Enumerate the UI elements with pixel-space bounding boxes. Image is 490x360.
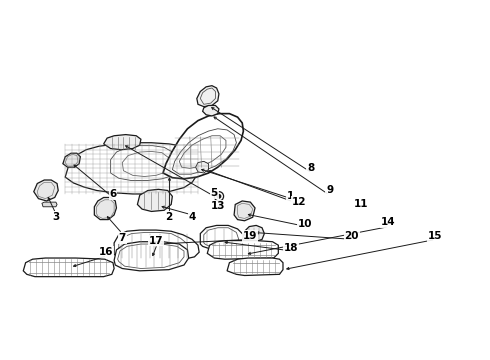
Text: 16: 16 bbox=[98, 247, 113, 257]
Text: 14: 14 bbox=[380, 217, 395, 227]
Text: 12: 12 bbox=[292, 197, 307, 207]
Text: 5: 5 bbox=[211, 188, 218, 198]
Text: 7: 7 bbox=[119, 233, 126, 243]
Text: 4: 4 bbox=[189, 212, 196, 222]
Text: 20: 20 bbox=[344, 231, 359, 241]
Polygon shape bbox=[24, 258, 114, 276]
Polygon shape bbox=[197, 86, 219, 107]
Polygon shape bbox=[200, 225, 244, 250]
Text: 8: 8 bbox=[307, 163, 315, 174]
Polygon shape bbox=[227, 258, 283, 275]
Polygon shape bbox=[196, 161, 208, 173]
Polygon shape bbox=[137, 189, 172, 211]
Polygon shape bbox=[65, 143, 198, 194]
Text: 15: 15 bbox=[428, 231, 443, 241]
Polygon shape bbox=[163, 114, 244, 179]
Text: 1: 1 bbox=[287, 191, 294, 201]
Polygon shape bbox=[207, 240, 278, 259]
Text: 6: 6 bbox=[109, 189, 117, 199]
Text: 18: 18 bbox=[284, 243, 298, 253]
Polygon shape bbox=[95, 198, 117, 220]
Text: 3: 3 bbox=[52, 212, 59, 222]
Circle shape bbox=[217, 194, 220, 198]
Polygon shape bbox=[114, 242, 189, 271]
Polygon shape bbox=[104, 135, 141, 150]
Polygon shape bbox=[42, 202, 57, 207]
Text: 17: 17 bbox=[149, 235, 163, 246]
Text: 9: 9 bbox=[326, 185, 333, 195]
Polygon shape bbox=[234, 201, 255, 221]
Text: 11: 11 bbox=[354, 199, 368, 210]
Polygon shape bbox=[203, 105, 219, 116]
Text: 10: 10 bbox=[298, 219, 312, 229]
Text: 19: 19 bbox=[243, 231, 258, 241]
Polygon shape bbox=[245, 225, 264, 242]
Polygon shape bbox=[34, 180, 58, 201]
Polygon shape bbox=[114, 230, 199, 260]
Polygon shape bbox=[63, 153, 80, 167]
Text: 13: 13 bbox=[211, 201, 225, 211]
Text: 2: 2 bbox=[165, 212, 172, 222]
